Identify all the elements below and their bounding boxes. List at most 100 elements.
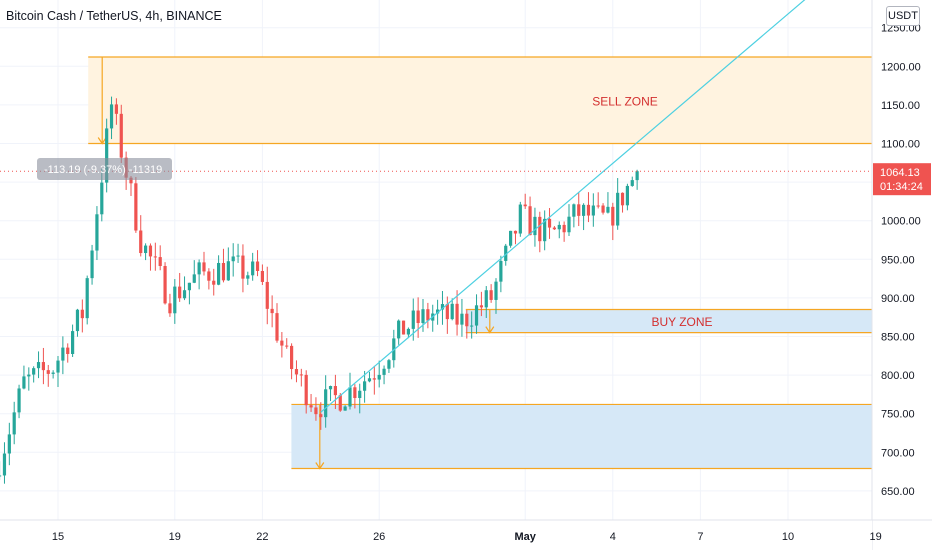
candle-body <box>353 387 357 398</box>
currency-unit-button[interactable]: USDT <box>886 6 920 26</box>
candle-up <box>105 118 109 193</box>
candle-down <box>299 368 303 387</box>
candle-body <box>387 360 391 369</box>
candle-body <box>51 372 55 374</box>
candle-body <box>406 328 410 335</box>
candle-up <box>460 298 464 337</box>
candle-up <box>572 203 576 228</box>
candle-body <box>275 313 279 341</box>
candle-up <box>543 210 547 251</box>
candle-down <box>134 177 138 233</box>
y-tick-label: 900.00 <box>881 293 915 305</box>
candle-body <box>494 281 498 300</box>
candle-body <box>397 320 401 339</box>
candle-body <box>523 204 527 207</box>
candle-body <box>591 205 595 216</box>
candle-up <box>382 365 386 385</box>
candle-down <box>139 215 143 257</box>
candle-up <box>474 294 479 334</box>
candle-down <box>46 364 50 387</box>
candle-down <box>304 370 308 414</box>
candle-body <box>134 183 138 231</box>
candle-body <box>460 313 464 325</box>
buy-zone-label: BUY ZONE <box>651 315 712 329</box>
candle-down <box>479 291 483 317</box>
candle-body <box>212 280 216 285</box>
lower-zone <box>291 403 872 470</box>
candle-body <box>158 257 162 267</box>
candle-body <box>411 310 415 329</box>
candle-down <box>528 196 532 236</box>
candle-up <box>226 247 230 281</box>
y-tick-label: 950.00 <box>881 254 915 266</box>
candle-body <box>255 261 260 271</box>
x-tick-label: 10 <box>782 531 794 543</box>
candle-up <box>567 204 571 236</box>
candle-up <box>85 275 89 325</box>
candle-down <box>153 242 157 271</box>
candle-body <box>241 255 245 279</box>
candle-up <box>630 176 634 187</box>
candle-up <box>606 192 610 214</box>
candle-body <box>85 278 89 319</box>
candle-body <box>367 378 372 382</box>
y-tick-label: 1000.00 <box>881 216 921 228</box>
candle-body <box>217 262 221 285</box>
candle-body <box>265 281 269 309</box>
candle-down <box>270 295 274 328</box>
price-axis-bg <box>872 0 932 550</box>
candle-up <box>75 308 80 337</box>
candle-down <box>620 192 625 213</box>
candle-body <box>90 250 94 279</box>
current-price-badge-box <box>873 163 931 196</box>
candle-up <box>95 206 99 261</box>
candle-down <box>353 384 357 409</box>
candle-body <box>114 104 118 114</box>
candle-down <box>290 343 294 380</box>
candle-up <box>591 193 595 227</box>
candle-body <box>22 376 26 389</box>
candle-down <box>416 297 420 338</box>
candle-body <box>421 309 425 324</box>
candle-body <box>314 407 318 415</box>
candle-up <box>90 244 94 285</box>
y-tick-label: 1150.00 <box>881 100 920 112</box>
trendline <box>320 0 806 413</box>
candle-down <box>596 192 600 209</box>
candle-up <box>348 372 352 410</box>
candle-body <box>343 406 347 411</box>
candle-up <box>533 207 537 247</box>
candle-body <box>620 192 625 206</box>
candle-down <box>202 251 206 276</box>
candle-body <box>168 303 172 314</box>
candle-body <box>543 218 547 242</box>
candle-body <box>32 368 36 375</box>
y-tick-label: 750.00 <box>881 409 915 421</box>
candle-up <box>518 201 522 237</box>
candle-body <box>66 347 70 354</box>
candle-body <box>333 386 337 396</box>
candle-body <box>27 374 31 377</box>
time-axis-bg <box>0 520 872 550</box>
candle-body <box>36 362 41 369</box>
candle-down <box>465 310 469 339</box>
buy-zone-box <box>465 309 872 333</box>
candle-up <box>509 230 513 248</box>
candle-down <box>426 302 430 329</box>
candle-body <box>601 205 605 213</box>
candle-up <box>582 203 586 231</box>
candle-up <box>197 259 201 290</box>
candle-body <box>2 453 7 476</box>
candle-body <box>377 374 381 380</box>
candle-body <box>270 308 274 314</box>
candle-up <box>61 336 65 375</box>
candle-up <box>251 252 255 281</box>
candle-up <box>499 255 503 293</box>
x-tick-label: 4 <box>610 531 616 543</box>
candle-body <box>182 290 187 299</box>
sell-zone-arrow-head <box>97 137 107 145</box>
candle-body <box>450 303 454 320</box>
candle-down <box>207 268 211 290</box>
